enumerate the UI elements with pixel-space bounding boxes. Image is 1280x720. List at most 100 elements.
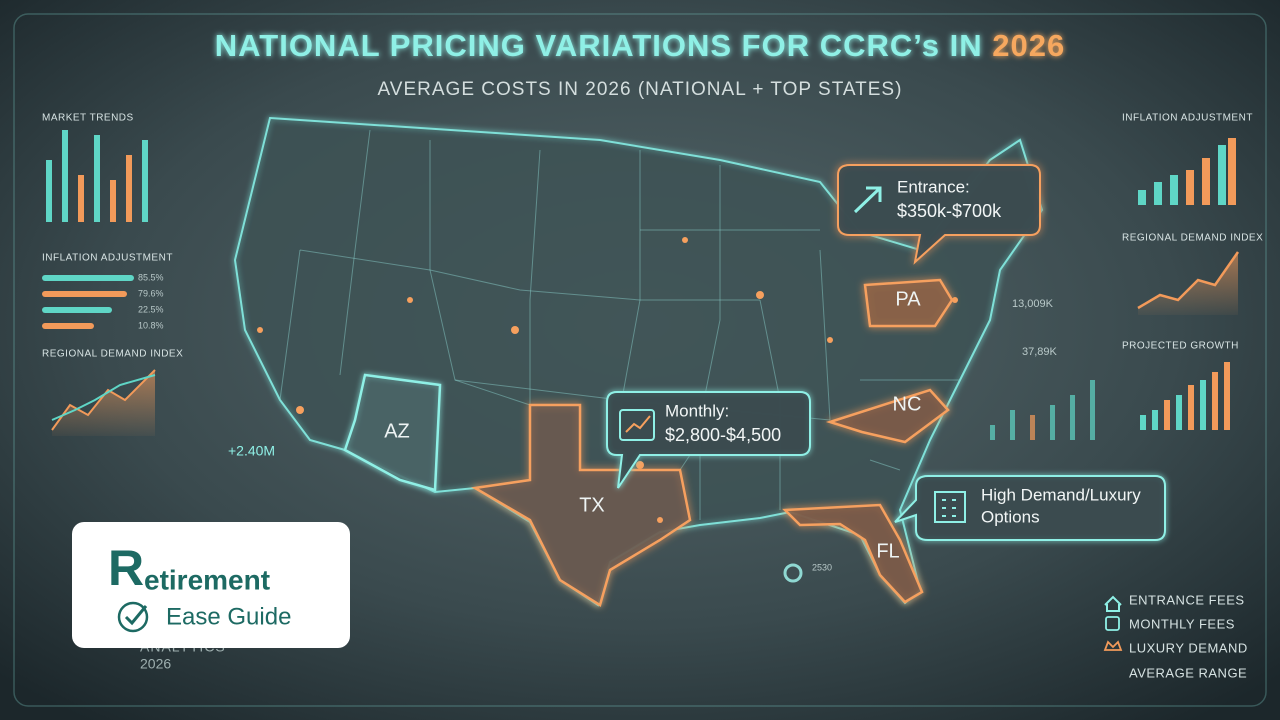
panel-title: MARKET TRENDS — [42, 113, 134, 124]
decoration — [1050, 405, 1055, 440]
decoration — [636, 461, 644, 469]
progress-label: 10.8% — [138, 320, 164, 330]
stat: 37,89K — [1022, 346, 1058, 358]
left-panels: MARKET TRENDS INFLATION ADJUSTMENT 85.5%… — [42, 113, 275, 459]
mini-bars — [1140, 362, 1230, 430]
callout-value: Options — [981, 507, 1040, 526]
frame — [13, 13, 1267, 707]
decoration — [1103, 640, 1123, 651]
decoration — [1176, 395, 1182, 430]
callout-entrance: Entrance: $350k-$700k — [837, 164, 1041, 265]
decoration — [279, 249, 301, 401]
progress-bars — [42, 275, 134, 329]
decoration — [990, 425, 995, 440]
decoration — [1170, 175, 1178, 205]
decoration — [606, 391, 811, 489]
decoration — [1186, 170, 1194, 205]
decoration — [296, 406, 304, 414]
decoration — [682, 237, 688, 243]
decoration — [117, 601, 149, 633]
stat: +2.40M — [228, 443, 275, 459]
mini-line — [1137, 251, 1240, 310]
decoration — [1030, 415, 1035, 440]
decoration — [699, 165, 721, 520]
legend-label: ENTRANCE FEES — [1129, 592, 1245, 607]
decoration — [1104, 595, 1122, 612]
progress-label: 22.5% — [138, 304, 164, 314]
progress-label: 85.5% — [138, 272, 164, 282]
decoration — [299, 249, 760, 301]
decoration — [1202, 158, 1210, 205]
decoration — [934, 491, 966, 523]
legend-label: LUXURY DEMAND — [1129, 640, 1248, 655]
logo-tagline: Ease Guide — [166, 603, 291, 630]
logo: R etirement Ease Guide — [72, 522, 350, 648]
decoration — [952, 297, 958, 303]
decoration — [110, 180, 116, 222]
state-fl — [782, 503, 924, 604]
mini-bars — [46, 130, 148, 222]
decoration — [853, 186, 882, 214]
decoration — [1228, 138, 1236, 205]
decoration — [619, 150, 641, 411]
decoration — [1164, 400, 1170, 430]
state-label: NC — [893, 393, 922, 415]
decoration — [619, 409, 655, 441]
mini-line — [51, 369, 156, 431]
subtitle: AVERAGE COSTS IN 2026 (NATIONAL + TOP ST… — [378, 79, 903, 100]
decoration — [819, 249, 831, 421]
state-pa — [863, 278, 954, 328]
decoration — [1212, 372, 1218, 430]
state-label: AZ — [384, 420, 410, 442]
decoration — [339, 129, 371, 376]
callout-title: High Demand/Luxury — [981, 485, 1141, 504]
callout-value: $350k-$700k — [897, 201, 1002, 221]
decoration — [1105, 616, 1120, 631]
decoration — [511, 326, 519, 334]
decoration — [62, 130, 68, 222]
ring-icon — [783, 563, 803, 583]
decoration — [1090, 380, 1095, 440]
map-stat: 2530 — [812, 562, 832, 572]
decoration — [42, 291, 127, 297]
decoration — [78, 175, 84, 222]
legend-label: AVERAGE RANGE — [1129, 665, 1247, 680]
callout-demand: High Demand/Luxury Options — [894, 475, 1166, 541]
decoration — [42, 323, 94, 329]
callout-monthly: Monthly: $2,800-$4,500 — [606, 391, 811, 489]
state-label: PA — [895, 288, 921, 310]
decoration — [42, 275, 134, 281]
decoration — [429, 140, 531, 406]
decoration — [124, 605, 148, 626]
footer-year: 2026 — [140, 656, 171, 672]
callout-title: Entrance: — [897, 177, 970, 196]
logo-word: etirement — [144, 564, 270, 595]
state-az — [343, 373, 442, 492]
decoration — [529, 149, 541, 405]
decoration — [42, 307, 112, 313]
decoration — [94, 135, 100, 222]
decoration — [1152, 410, 1158, 430]
city-lights — [257, 237, 958, 523]
decoration — [1140, 415, 1146, 430]
decoration — [1200, 380, 1206, 430]
panel-title: REGIONAL DEMAND INDEX — [42, 349, 183, 360]
mini-line — [51, 374, 156, 421]
decoration — [827, 337, 833, 343]
title: NATIONAL PRICING VARIATIONS FOR CCRC’s I… — [215, 28, 1065, 63]
decoration — [869, 459, 901, 471]
state-nc — [825, 388, 950, 444]
state-label: TX — [579, 494, 605, 516]
decoration — [625, 415, 651, 433]
panel-title: INFLATION ADJUSTMENT — [1122, 113, 1253, 124]
title-year: 2026 — [992, 28, 1065, 63]
title-main: NATIONAL PRICING VARIATIONS FOR CCRC’s I… — [215, 28, 983, 63]
decoration — [837, 164, 1041, 265]
panel-title: INFLATION ADJUSTMENT — [42, 253, 173, 264]
decoration — [1218, 145, 1226, 205]
callout-value: $2,800-$4,500 — [665, 425, 781, 445]
stat: 13,009K — [1012, 298, 1054, 310]
decoration — [1138, 190, 1146, 205]
